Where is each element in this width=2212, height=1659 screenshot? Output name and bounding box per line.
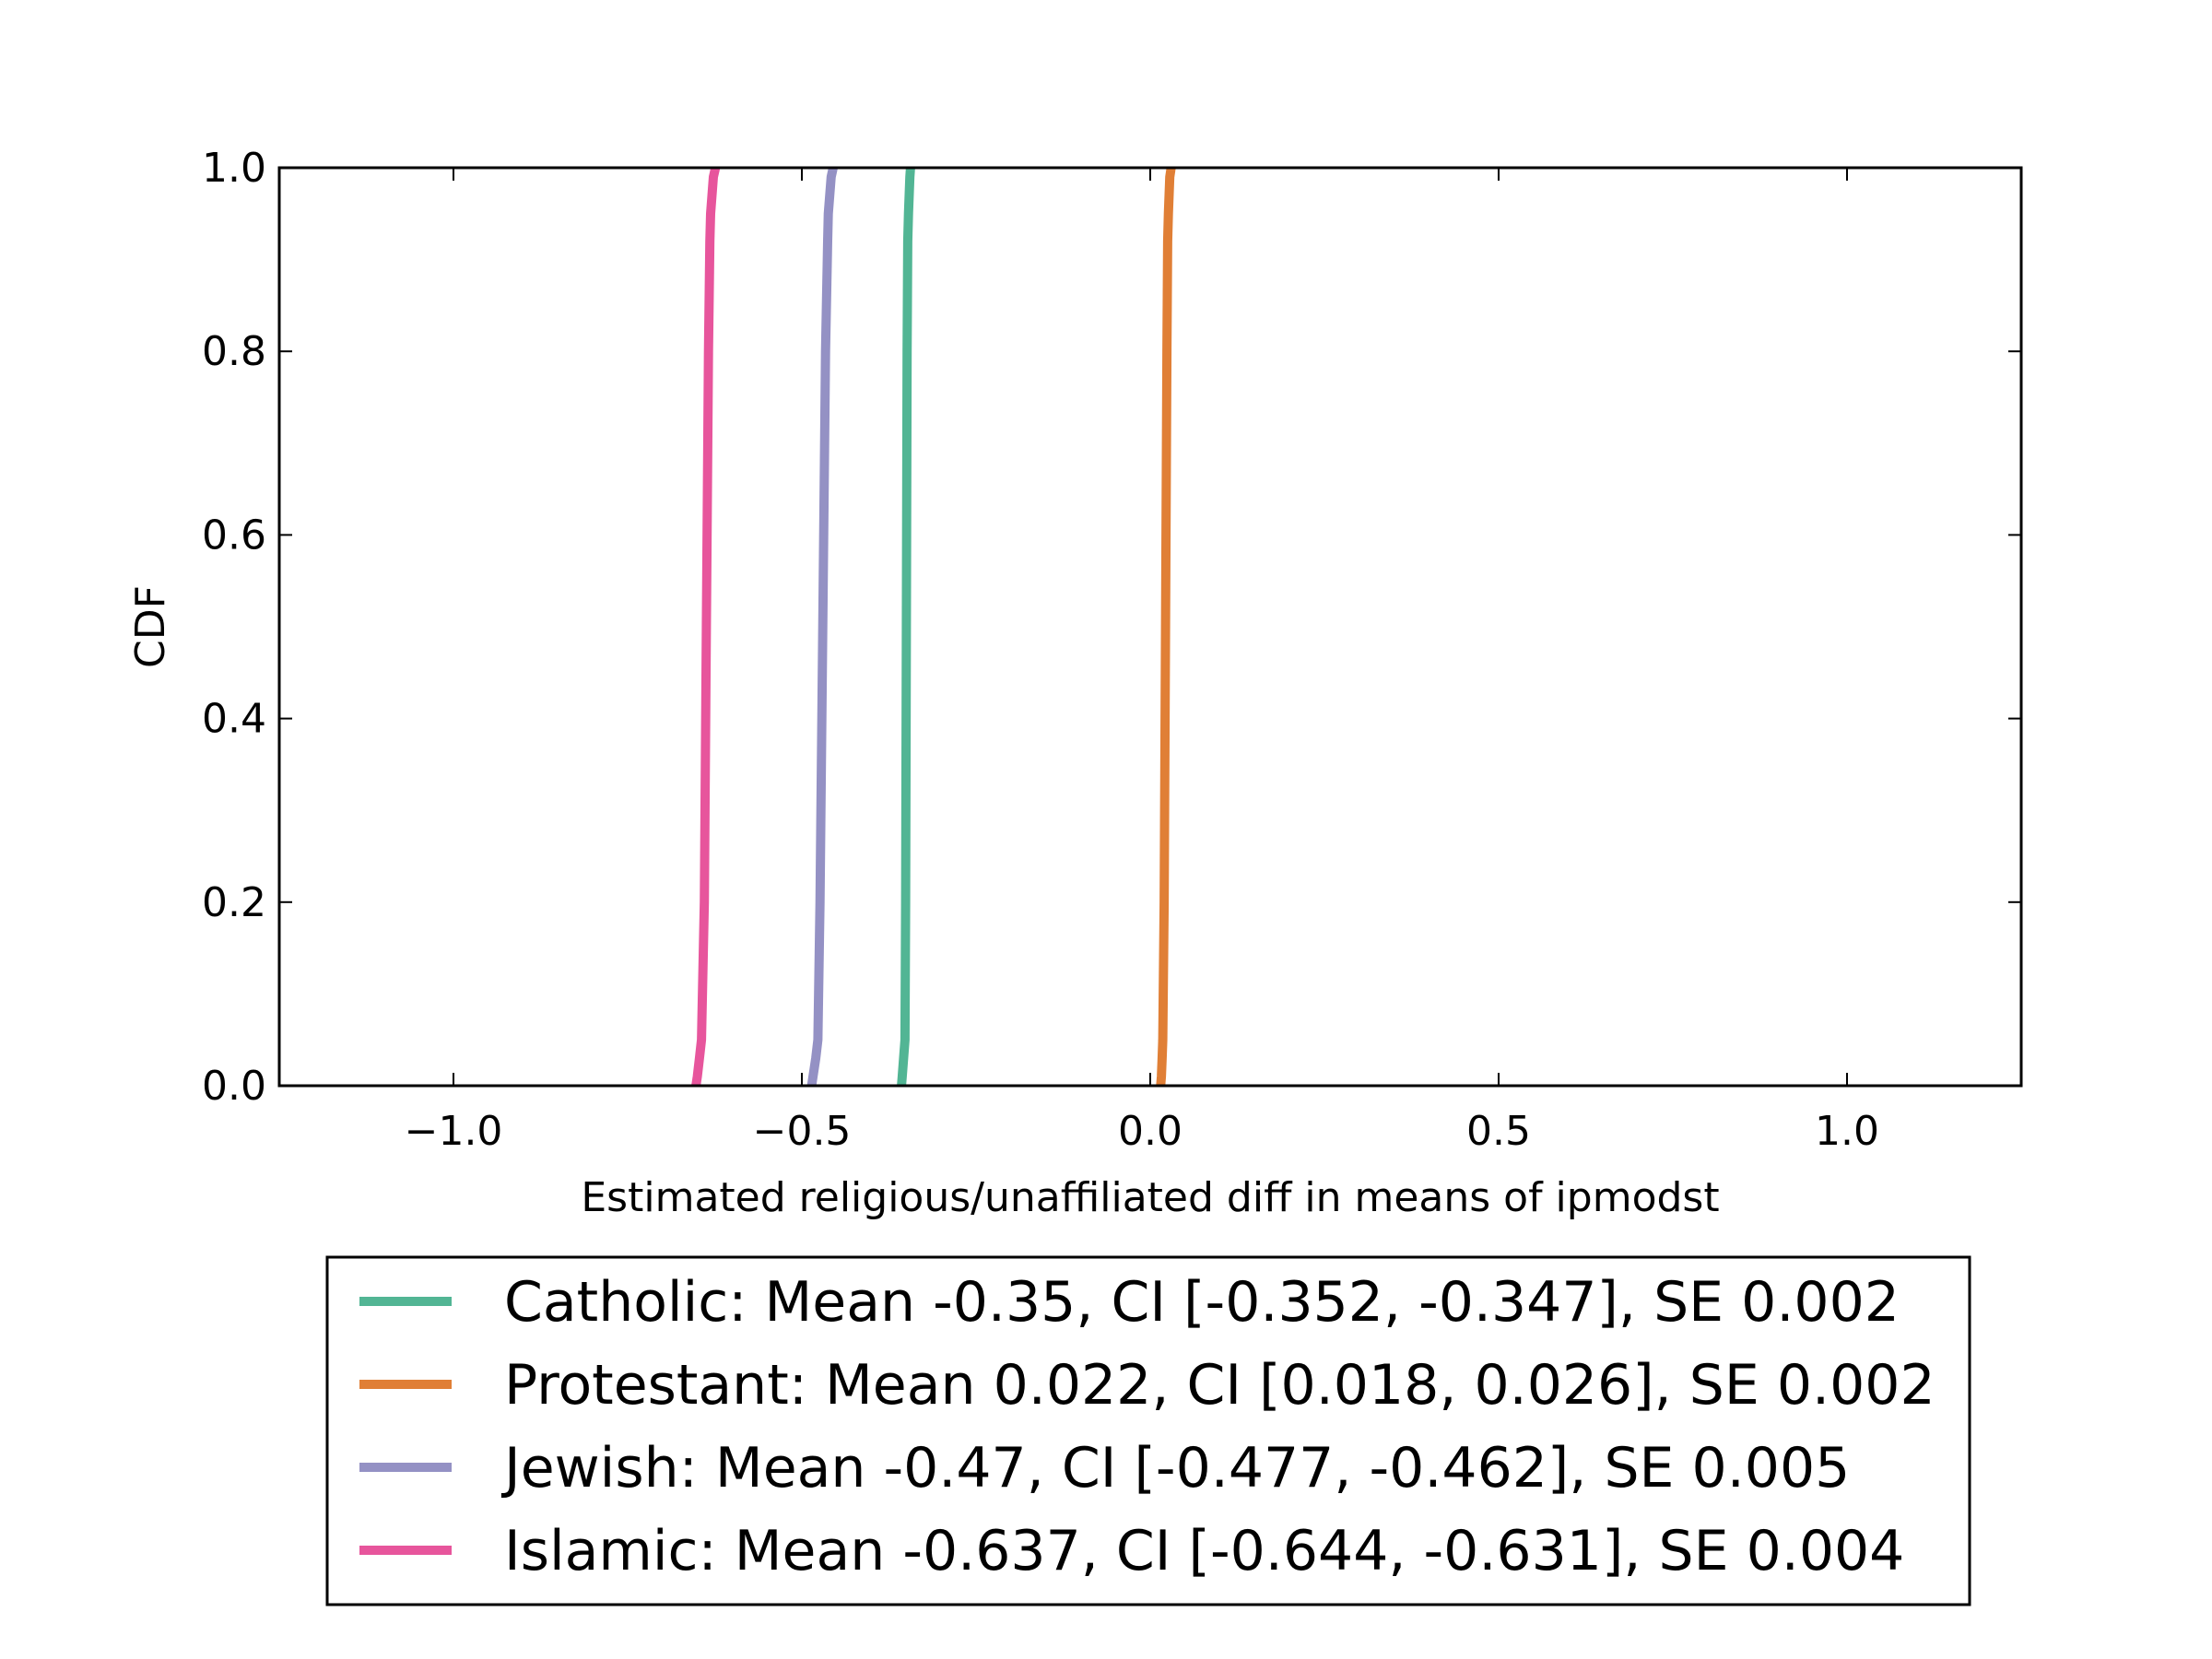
legend-frame xyxy=(325,1255,1971,1606)
x-tick-label: −1.0 xyxy=(405,1108,503,1155)
legend-label-0: Catholic: Mean -0.35, CI [-0.352, -0.347… xyxy=(504,1270,1900,1335)
y-tick-label: 1.0 xyxy=(202,145,266,192)
y-tick-label: 0.8 xyxy=(202,328,266,375)
series-line-0 xyxy=(897,167,915,1087)
x-tick-label: −0.5 xyxy=(753,1108,852,1155)
x-axis-label: Estimated religious/unaffiliated diff in… xyxy=(581,1174,1719,1221)
series-line-1 xyxy=(1156,167,1176,1087)
legend-label-1: Protestant: Mean 0.022, CI [0.018, 0.026… xyxy=(504,1353,1936,1418)
x-tick-label: 0.0 xyxy=(1118,1108,1182,1155)
y-tick-label: 0.0 xyxy=(202,1063,266,1110)
y-tick-label: 0.2 xyxy=(202,879,266,926)
ticks-layer: −1.0 −0.5 0.0 0.5 1.0 0.0 0.2 0.4 0.6 0.8 1.0 xyxy=(202,145,2021,1155)
x-tick-label: 0.5 xyxy=(1466,1108,1531,1155)
series-layer xyxy=(691,166,1176,1087)
y-axis-label: CDF xyxy=(127,585,174,668)
x-tick-label: 1.0 xyxy=(1815,1108,1879,1155)
plot-frame xyxy=(277,166,2023,1088)
legend-label-2: Jewish: Mean -0.47, CI [-0.477, -0.462],… xyxy=(500,1436,1850,1500)
series-line-3 xyxy=(691,166,721,1087)
legend-label-3: Islamic: Mean -0.637, CI [-0.644, -0.631… xyxy=(504,1519,1904,1583)
series-line-2 xyxy=(806,166,838,1087)
legend: Catholic: Mean -0.35, CI [-0.352, -0.347… xyxy=(325,1255,1971,1606)
y-tick-label: 0.6 xyxy=(202,512,266,559)
y-tick-label: 0.4 xyxy=(202,696,266,743)
